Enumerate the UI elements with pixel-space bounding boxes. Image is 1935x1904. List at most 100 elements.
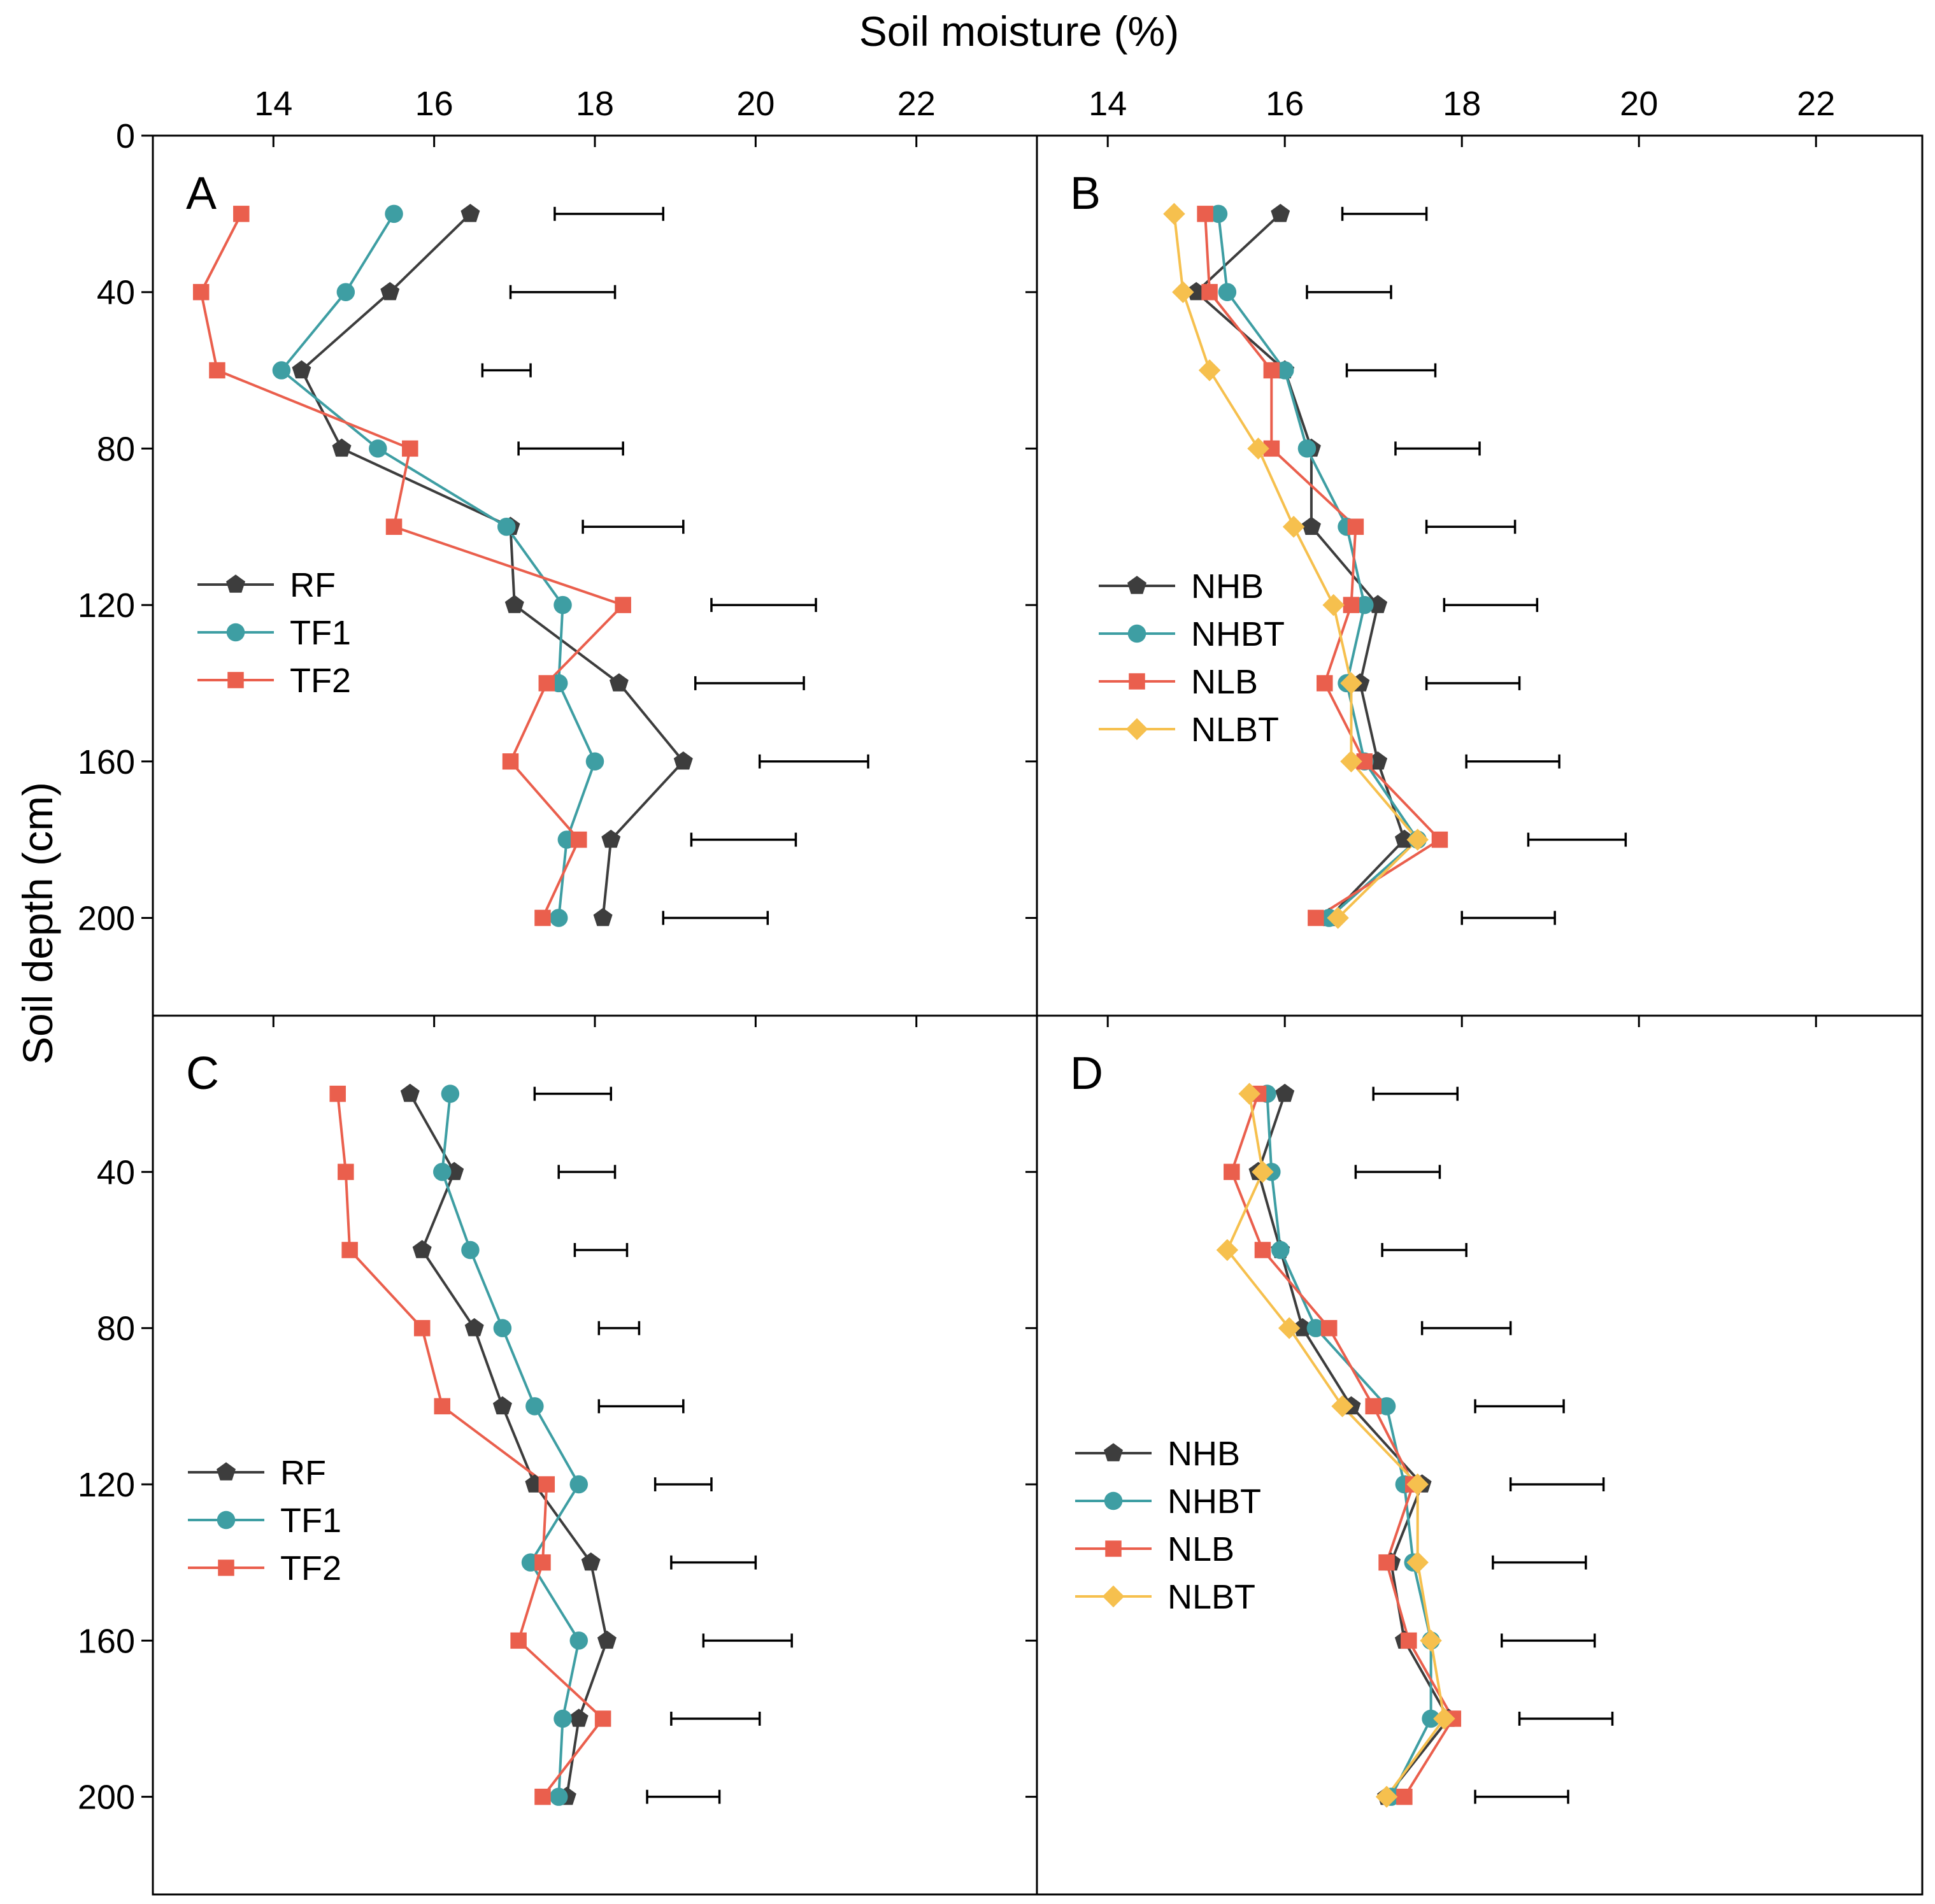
legend-label: NHBT: [1167, 1482, 1261, 1521]
point-nhb: [1301, 516, 1321, 535]
series-line-tf1: [280, 213, 596, 918]
point-nlbt: [1331, 1395, 1353, 1417]
legend-label: TF1: [290, 614, 351, 652]
point-tf2: [538, 675, 555, 692]
point-tf2: [402, 440, 418, 457]
point-nhbt: [1377, 1397, 1396, 1416]
legend-marker: [227, 672, 244, 688]
x-tick-label: 18: [576, 85, 614, 123]
point-tf1: [493, 1319, 512, 1337]
x-tick-label: 22: [897, 85, 936, 123]
legend: RF TF1 TF2: [188, 1454, 341, 1588]
panel-frame: [1036, 134, 1924, 1017]
point-nlbt: [1216, 1239, 1239, 1261]
point-nhbt: [1297, 439, 1317, 458]
point-tf1: [585, 752, 604, 771]
series-line-nlb: [1230, 1093, 1455, 1798]
panel-label: B: [1070, 168, 1101, 219]
point-nlb: [1343, 597, 1360, 613]
point-nlbt: [1327, 907, 1349, 929]
point-nhb: [1271, 204, 1290, 222]
y-tick-label: 0: [116, 117, 135, 155]
point-nlbt: [1406, 1473, 1429, 1496]
legend-marker: [226, 623, 245, 642]
point-rf: [597, 1630, 617, 1649]
series-line-nhbt: [1217, 213, 1419, 919]
legend-marker: [1127, 624, 1146, 643]
point-nhb: [1275, 1083, 1295, 1102]
y-tick-label: 40: [97, 274, 135, 312]
point-nlb: [1224, 1163, 1240, 1181]
point-nlb: [1347, 518, 1364, 535]
point-nlbt: [1172, 281, 1194, 303]
legend: NHB NHBT NLB NLBT: [1075, 1435, 1261, 1616]
point-tf1: [385, 204, 403, 224]
point-nlb: [1365, 1398, 1382, 1415]
legend-marker: [217, 1462, 236, 1481]
point-nlb: [1378, 1554, 1395, 1571]
series-line-nlbt: [1173, 213, 1419, 919]
point-tf1: [433, 1163, 452, 1181]
y-tick-label: 40: [97, 1153, 135, 1191]
point-rf: [601, 829, 621, 848]
legend-label: RF: [290, 566, 336, 604]
series-line-tf2: [336, 1093, 604, 1798]
series-line-nlbt: [1225, 1093, 1446, 1798]
panel-a: 14 16 18 20 22 0 40 80 120 160 200 A RF TF1 TF2: [78, 85, 1038, 1017]
point-nhbt: [1271, 1240, 1290, 1260]
panel-frame: [152, 134, 1038, 1017]
legend-marker: [1125, 718, 1148, 741]
y-tick-label: 80: [97, 1310, 135, 1348]
y-tick-label: 120: [78, 1466, 135, 1504]
legend: RF TF1 TF2: [197, 566, 351, 700]
point-nhbt: [1218, 283, 1237, 301]
point-nlbt: [1433, 1707, 1455, 1730]
point-nhbt: [1275, 361, 1294, 380]
point-tf1: [441, 1084, 460, 1103]
point-tf2: [233, 206, 250, 222]
point-tf2: [338, 1163, 354, 1181]
legend-marker: [1129, 673, 1145, 690]
point-nlbt: [1282, 515, 1305, 538]
point-tf2: [192, 283, 210, 301]
point-tf2: [434, 1398, 451, 1415]
series-line-rf: [300, 213, 685, 918]
y-tick-label: 200: [78, 899, 135, 937]
point-tf1: [336, 283, 355, 301]
point-rf: [400, 1083, 420, 1102]
series-line-nhbt: [1266, 1093, 1432, 1798]
point-tf1: [553, 1709, 572, 1728]
x-tick-label: 20: [736, 85, 775, 123]
point-nhbt: [1209, 204, 1228, 224]
point-tf1: [569, 1475, 589, 1494]
point-rf: [292, 360, 311, 379]
point-rf: [464, 1318, 484, 1337]
legend-marker: [1102, 1585, 1125, 1608]
point-nhb: [1394, 829, 1414, 848]
point-nhb: [1187, 281, 1206, 301]
point-tf1: [369, 439, 387, 458]
point-tf2: [385, 518, 403, 535]
x-tick-label: 16: [415, 85, 453, 123]
series-line-tf2: [199, 213, 625, 919]
panel-b: 14 16 18 20 22 B NHB NHBT NLB NLBT: [1025, 85, 1924, 1017]
legend-marker: [217, 1510, 236, 1530]
panel-d: D NHB NHBT NLB NLBT: [1025, 1014, 1924, 1896]
point-nlbt: [1238, 1083, 1260, 1105]
legend-label: TF2: [290, 662, 351, 700]
series-line-tf1: [441, 1093, 580, 1797]
point-tf2: [571, 831, 587, 848]
point-nhb: [1293, 1318, 1312, 1337]
point-tf1: [461, 1240, 480, 1260]
x-axis-title: Soil moisture (%): [859, 8, 1179, 55]
point-tf1: [553, 595, 572, 615]
point-rf: [380, 281, 400, 301]
panel-frame: [1036, 1014, 1924, 1896]
point-rf: [581, 1552, 601, 1571]
legend-label: TF1: [280, 1502, 341, 1540]
series-line-nhb: [1257, 1093, 1450, 1798]
point-tf1: [525, 1397, 544, 1416]
point-tf2: [615, 597, 631, 613]
point-rf: [461, 204, 480, 222]
